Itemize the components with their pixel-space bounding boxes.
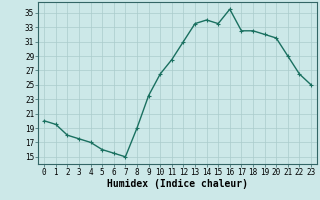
X-axis label: Humidex (Indice chaleur): Humidex (Indice chaleur) <box>107 179 248 189</box>
